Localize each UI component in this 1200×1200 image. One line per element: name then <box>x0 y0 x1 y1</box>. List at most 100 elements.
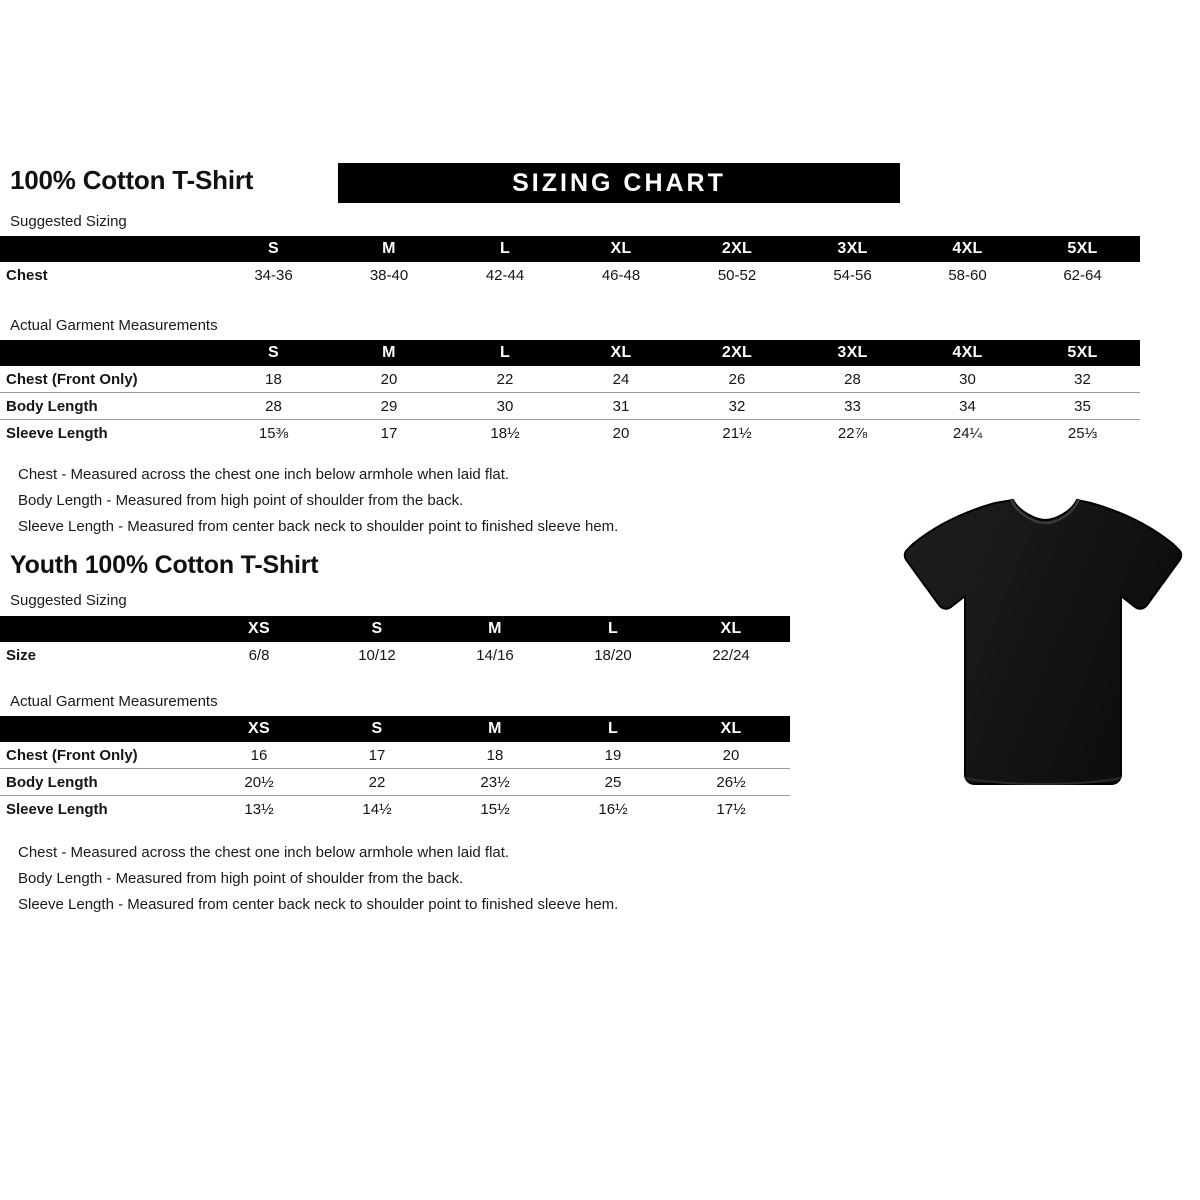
column-header: 4XL <box>952 240 983 257</box>
table-cell: 28 <box>795 366 910 393</box>
table-cell: 17 <box>380 424 398 442</box>
table-row: Chest 34-36 38-40 42-44 46-48 50-52 54-5… <box>0 262 1140 288</box>
row-label: Body Length <box>0 768 200 796</box>
column-header: XL <box>610 344 632 361</box>
table-cell: 13½ <box>244 800 274 818</box>
tshirt-illustration <box>895 478 1190 808</box>
table-cell: 15⅜ <box>258 424 289 442</box>
table-cell: 62-64 <box>1063 266 1102 284</box>
table-cell: 20 <box>331 366 447 393</box>
column-header: M <box>382 240 396 257</box>
column-header: S <box>371 720 383 737</box>
table-cell: 28 <box>216 392 331 420</box>
table-cell: 32 <box>1025 366 1140 393</box>
column-header <box>0 716 200 742</box>
note-sleeve-length: Sleeve Length - Measured from center bac… <box>18 896 619 913</box>
table-cell: 58-60 <box>948 266 987 284</box>
column-header: 5XL <box>1067 344 1098 361</box>
column-header: 4XL <box>952 344 983 361</box>
adult-actual-measurements-label: Actual Garment Measurements <box>10 317 218 334</box>
youth-section-title: Youth 100% Cotton T-Shirt <box>10 551 319 579</box>
table-row: Chest (Front Only) 18 20 22 24 26 28 30 … <box>0 366 1140 393</box>
column-header: XL <box>720 620 742 637</box>
table-cell: 30 <box>910 366 1025 393</box>
tshirt-icon <box>903 498 1183 785</box>
table-cell: 22/24 <box>712 646 750 664</box>
table-cell: 31 <box>563 392 679 420</box>
table-header-row: XS S M L XL <box>0 616 790 642</box>
table-cell: 38-40 <box>369 266 409 284</box>
header-row: 100% Cotton T-Shirt SIZING CHART <box>10 163 1190 205</box>
adult-actual-measurements-table: S M L XL 2XL 3XL 4XL 5XL Chest (Front On… <box>0 340 1140 446</box>
page-title: 100% Cotton T-Shirt <box>10 165 254 195</box>
column-header: L <box>499 240 511 257</box>
table-cell: 33 <box>795 392 910 420</box>
youth-actual-measurements-label: Actual Garment Measurements <box>10 693 218 710</box>
table-row: Sleeve Length 15⅜ 17 18½ 20 21½ 22⅞ 24¼ … <box>0 420 1140 447</box>
table-cell: 20½ <box>200 768 318 796</box>
table-cell: 54-56 <box>833 266 872 284</box>
table-cell: 20 <box>612 424 630 442</box>
sizing-chart-banner-label: SIZING CHART <box>512 168 726 197</box>
table-cell: 18 <box>436 742 554 769</box>
note-chest: Chest - Measured across the chest one in… <box>18 844 510 861</box>
column-header: M <box>488 620 502 637</box>
table-cell: 18 <box>216 366 331 393</box>
table-cell: 22 <box>318 768 436 796</box>
column-header: S <box>371 620 383 637</box>
column-header: L <box>607 620 619 637</box>
table-cell: 6/8 <box>248 646 270 664</box>
table-cell: 18/20 <box>594 646 632 664</box>
table-cell: 25⅓ <box>1067 424 1098 442</box>
column-header: L <box>499 344 511 361</box>
table-cell: 19 <box>554 742 672 769</box>
tshirt-collar <box>1009 498 1081 525</box>
note-body-length: Body Length - Measured from high point o… <box>18 870 464 887</box>
note-body-length: Body Length - Measured from high point o… <box>18 492 464 509</box>
youth-suggested-sizing-table: XS S M L XL Size 6/8 10/12 14/16 18/20 2… <box>0 616 790 668</box>
column-header: XS <box>248 720 270 737</box>
column-header <box>0 616 200 642</box>
table-cell: 34 <box>910 392 1025 420</box>
table-row: Body Length 20½ 22 23½ 25 26½ <box>0 768 790 796</box>
adult-suggested-sizing-table: S M L XL 2XL 3XL 4XL 5XL Chest 34-36 38-… <box>0 236 1140 288</box>
table-cell: 22 <box>447 366 563 393</box>
tshirt-hem <box>964 777 1122 785</box>
table-header-row: S M L XL 2XL 3XL 4XL 5XL <box>0 340 1140 366</box>
table-cell: 22⅞ <box>837 424 868 442</box>
row-label: Sleeve Length <box>6 800 108 818</box>
row-label: Sleeve Length <box>6 424 108 442</box>
table-cell: 20 <box>672 742 790 769</box>
table-cell: 16 <box>200 742 318 769</box>
table-cell: 23½ <box>436 768 554 796</box>
column-header <box>0 340 216 366</box>
table-cell: 17½ <box>716 800 746 818</box>
column-header: S <box>268 344 279 361</box>
table-cell: 18½ <box>490 424 520 442</box>
column-header: XL <box>610 240 632 257</box>
table-cell: 42-44 <box>485 266 525 284</box>
column-header: 3XL <box>837 344 868 361</box>
table-cell: 46-48 <box>601 266 641 284</box>
table-cell: 32 <box>679 392 795 420</box>
table-cell: 24¼ <box>952 424 983 442</box>
table-cell: 30 <box>447 392 563 420</box>
column-header: S <box>268 240 279 257</box>
note-chest: Chest - Measured across the chest one in… <box>18 466 510 483</box>
youth-actual-measurements-table: XS S M L XL Chest (Front Only) 16 17 18 … <box>0 716 790 822</box>
table-cell: 24 <box>563 366 679 393</box>
sizing-chart-banner: SIZING CHART <box>338 163 900 203</box>
column-header: M <box>382 344 396 361</box>
table-cell: 14½ <box>362 800 392 818</box>
table-row: Sleeve Length 13½ 14½ 15½ 16½ 17½ <box>0 796 790 823</box>
table-cell: 14/16 <box>476 646 514 664</box>
column-header <box>0 236 216 262</box>
column-header: 2XL <box>721 240 753 257</box>
row-label: Chest (Front Only) <box>0 742 200 769</box>
note-sleeve-length: Sleeve Length - Measured from center bac… <box>18 518 619 535</box>
youth-measurement-notes: Chest - Measured across the chest one in… <box>18 840 618 918</box>
youth-suggested-sizing-label: Suggested Sizing <box>10 592 127 609</box>
column-header: L <box>607 720 619 737</box>
row-label: Chest <box>6 266 48 284</box>
